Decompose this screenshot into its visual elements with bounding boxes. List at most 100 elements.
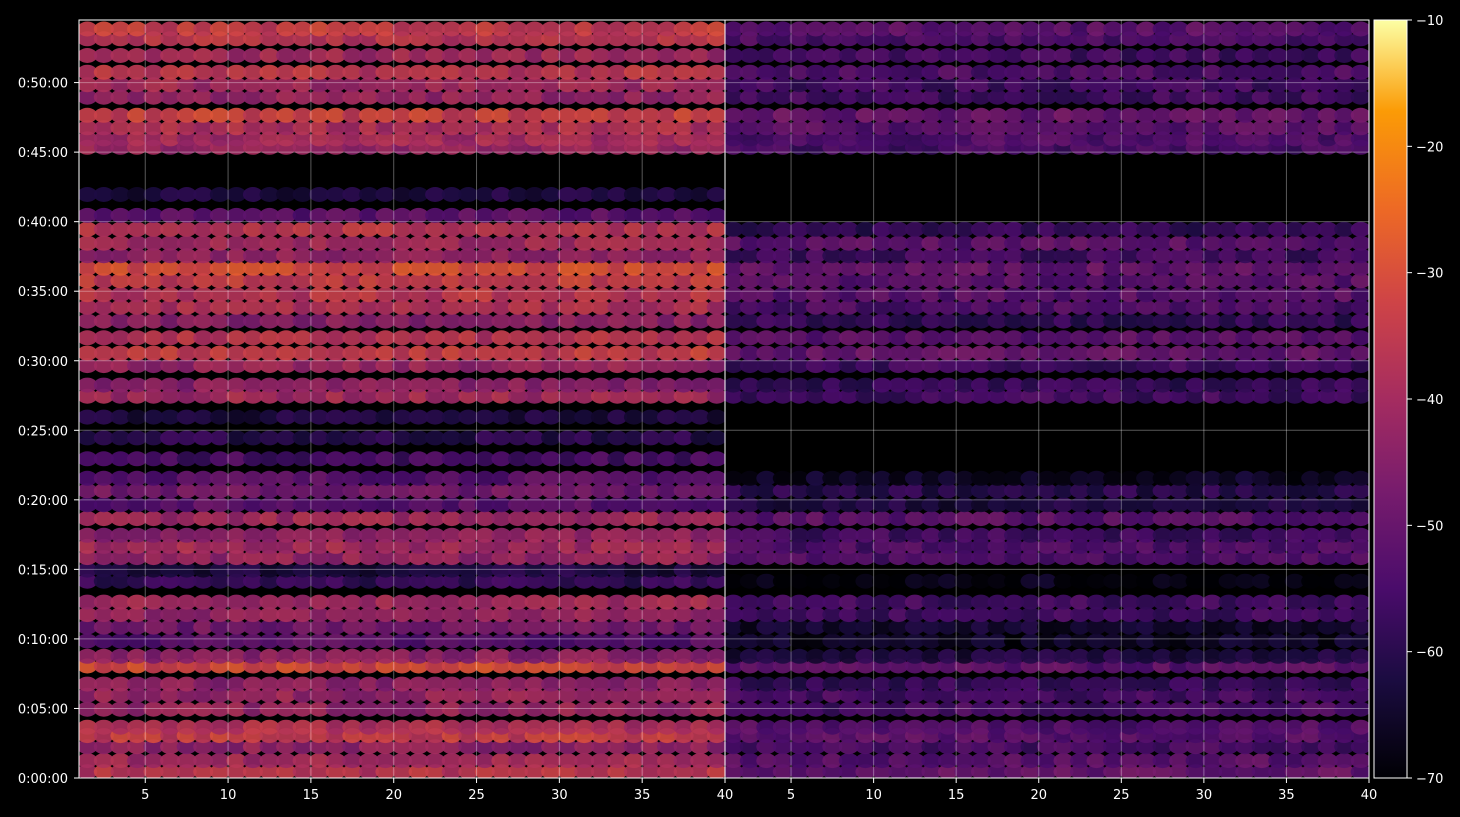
heatmap-cell	[342, 273, 363, 289]
heatmap-cell	[79, 687, 98, 703]
heatmap-cell	[110, 299, 131, 315]
heatmap-cell	[408, 77, 429, 93]
heatmap-cell	[110, 48, 131, 63]
heatmap-cell	[590, 619, 611, 635]
heatmap-cell	[623, 633, 644, 649]
heatmap-cell	[1202, 235, 1223, 251]
heatmap-cell	[259, 64, 280, 80]
heatmap-cell	[1136, 313, 1157, 329]
heatmap-cell	[657, 248, 677, 264]
heatmap-cell	[110, 739, 131, 755]
heatmap-cell	[1119, 607, 1140, 623]
heatmap-cell	[1317, 358, 1338, 374]
heatmap-cell	[1185, 538, 1206, 554]
heatmap-cell	[607, 573, 628, 589]
heatmap-cell	[970, 470, 991, 486]
heatmap-cell	[110, 89, 131, 105]
heatmap-cell	[160, 676, 181, 692]
heatmap-cell	[392, 739, 412, 755]
heatmap-cell	[921, 221, 942, 237]
heatmap-cell	[805, 287, 826, 303]
heatmap-cell	[1235, 313, 1256, 329]
heatmap-cell	[1086, 648, 1107, 664]
heatmap-cell	[1103, 273, 1124, 289]
heatmap-cell	[226, 273, 247, 289]
colorbar-tick-label: −70	[1416, 772, 1443, 787]
heatmap-cell	[79, 676, 98, 692]
heatmap-cell	[607, 648, 628, 664]
heatmap-cell	[706, 451, 725, 467]
heatmap-cell	[640, 299, 661, 315]
heatmap-cell	[1202, 77, 1223, 93]
heatmap-cell	[574, 719, 595, 735]
heatmap-cell	[375, 330, 396, 346]
heatmap-cell	[937, 248, 958, 264]
heatmap-cell	[1218, 511, 1239, 527]
heatmap-cell	[1235, 633, 1256, 649]
heatmap-cell	[375, 273, 396, 289]
heatmap-cell	[888, 619, 909, 635]
heatmap-cell	[1334, 221, 1355, 237]
heatmap-cell	[690, 313, 711, 329]
heatmap-cell	[838, 483, 859, 499]
heatmap-cell	[193, 676, 214, 692]
heatmap-cell	[657, 607, 677, 623]
heatmap-cell	[987, 388, 1008, 404]
heatmap-cell	[657, 648, 677, 664]
heatmap-cell	[706, 221, 725, 237]
colorbar-tick-label: −10	[1416, 14, 1443, 29]
heatmap-cell	[292, 497, 313, 513]
heatmap-cell	[673, 64, 694, 80]
heatmap-cell	[425, 89, 446, 105]
heatmap-cell	[1334, 573, 1355, 589]
heatmap-cell	[474, 719, 495, 735]
heatmap-cell	[1317, 235, 1338, 251]
heatmap-cell	[342, 207, 363, 223]
heatmap-cell	[176, 527, 197, 543]
heatmap-cell	[375, 120, 396, 136]
heatmap-cell	[541, 619, 562, 635]
heatmap-cell	[1037, 753, 1057, 769]
heatmap-cell	[1119, 470, 1140, 486]
heatmap-cell	[888, 676, 909, 692]
heatmap-cell	[1334, 21, 1355, 37]
heatmap-cell	[79, 330, 98, 346]
heatmap-cell	[1202, 497, 1223, 513]
heatmap-cell	[1136, 550, 1157, 566]
heatmap-cell	[474, 483, 495, 499]
heatmap-cell	[458, 345, 479, 361]
heatmap-cell	[392, 573, 412, 589]
heatmap-cell	[292, 235, 313, 251]
heatmap-cell	[1218, 48, 1239, 63]
heatmap-cell	[1053, 48, 1074, 63]
heatmap-cell	[805, 550, 826, 566]
heatmap-cell	[127, 187, 147, 202]
heatmap-cell	[739, 260, 760, 276]
heatmap-cell	[970, 260, 991, 276]
heatmap-cell	[1218, 221, 1239, 237]
heatmap-cell	[1086, 48, 1107, 63]
heatmap-cell	[1119, 676, 1140, 692]
heatmap-cell	[160, 739, 181, 755]
heatmap-cell	[491, 676, 512, 692]
heatmap-cell	[110, 538, 131, 554]
heatmap-cell	[242, 562, 263, 578]
heatmap-cell	[1037, 619, 1057, 635]
heatmap-cell	[1268, 594, 1289, 610]
heatmap-cell	[987, 538, 1008, 554]
heatmap-cell	[871, 287, 892, 303]
heatmap-cell	[954, 470, 975, 486]
heatmap-cell	[507, 562, 528, 578]
heatmap-cell	[441, 77, 462, 93]
heatmap-cell	[725, 107, 744, 123]
heatmap-cell	[772, 377, 793, 393]
heatmap-cell	[1004, 221, 1024, 237]
heatmap-cell	[1350, 470, 1369, 486]
heatmap-cell	[838, 538, 859, 554]
heatmap-cell	[1334, 753, 1355, 769]
heatmap-cell	[673, 89, 694, 105]
heatmap-cell	[259, 313, 280, 329]
heatmap-cell	[987, 607, 1008, 623]
heatmap-cell	[1086, 607, 1107, 623]
heatmap-cell	[1235, 594, 1256, 610]
